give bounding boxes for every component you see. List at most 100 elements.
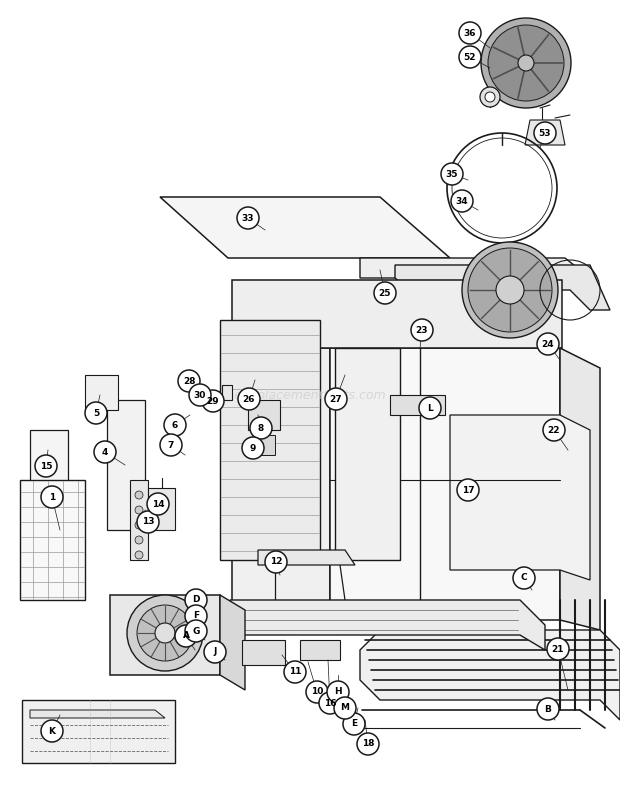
Text: 35: 35 — [446, 169, 458, 179]
Circle shape — [411, 319, 433, 341]
Circle shape — [242, 437, 264, 459]
Circle shape — [319, 692, 341, 714]
Circle shape — [441, 163, 463, 185]
Circle shape — [543, 419, 565, 441]
Text: 30: 30 — [194, 391, 206, 399]
Text: F: F — [193, 611, 199, 620]
Text: 17: 17 — [462, 486, 474, 494]
Polygon shape — [148, 488, 175, 530]
Circle shape — [137, 605, 193, 661]
Circle shape — [147, 493, 169, 515]
Text: 26: 26 — [243, 395, 255, 403]
Circle shape — [374, 282, 396, 304]
Text: 11: 11 — [289, 668, 301, 676]
Text: 13: 13 — [142, 517, 154, 527]
Text: H: H — [334, 687, 342, 697]
Polygon shape — [395, 265, 610, 310]
Text: 23: 23 — [416, 326, 428, 335]
Polygon shape — [253, 435, 275, 455]
Text: K: K — [48, 726, 56, 736]
Text: L: L — [427, 403, 433, 412]
Circle shape — [462, 242, 558, 338]
Text: 15: 15 — [40, 461, 52, 471]
Circle shape — [41, 486, 63, 508]
Circle shape — [250, 417, 272, 439]
Circle shape — [459, 46, 481, 68]
Polygon shape — [22, 700, 175, 763]
Circle shape — [237, 207, 259, 229]
Text: J: J — [213, 648, 216, 657]
Circle shape — [488, 25, 564, 101]
Text: 4: 4 — [102, 448, 108, 456]
Circle shape — [325, 388, 347, 410]
Circle shape — [185, 605, 207, 627]
Circle shape — [513, 567, 535, 589]
Circle shape — [35, 455, 57, 477]
Text: 33: 33 — [242, 214, 254, 222]
Polygon shape — [360, 630, 620, 720]
Polygon shape — [390, 395, 445, 415]
Text: B: B — [544, 705, 551, 713]
Polygon shape — [335, 348, 400, 560]
Circle shape — [94, 441, 116, 463]
Polygon shape — [248, 400, 280, 430]
Text: 7: 7 — [168, 441, 174, 449]
Circle shape — [468, 248, 552, 332]
Circle shape — [175, 625, 197, 647]
Polygon shape — [20, 480, 85, 600]
Circle shape — [204, 641, 226, 663]
Circle shape — [357, 733, 379, 755]
Polygon shape — [330, 348, 560, 620]
Circle shape — [327, 681, 349, 703]
Text: M: M — [340, 703, 350, 713]
Circle shape — [457, 479, 479, 501]
Polygon shape — [560, 348, 600, 630]
Text: 52: 52 — [464, 52, 476, 62]
Polygon shape — [220, 595, 245, 690]
Circle shape — [534, 122, 556, 144]
Polygon shape — [450, 415, 590, 580]
Text: 21: 21 — [552, 645, 564, 653]
Text: 8: 8 — [258, 423, 264, 433]
Polygon shape — [232, 280, 562, 348]
Polygon shape — [107, 400, 145, 530]
Polygon shape — [85, 375, 118, 410]
Circle shape — [135, 491, 143, 499]
Polygon shape — [220, 320, 320, 560]
Text: 6: 6 — [172, 421, 178, 430]
Text: D: D — [192, 596, 200, 604]
Text: 22: 22 — [547, 426, 560, 434]
Text: A: A — [182, 631, 190, 641]
Polygon shape — [110, 595, 220, 675]
Circle shape — [459, 22, 481, 44]
Circle shape — [135, 536, 143, 544]
Circle shape — [265, 551, 287, 573]
Text: 34: 34 — [456, 196, 468, 206]
Circle shape — [518, 55, 534, 71]
Circle shape — [537, 698, 559, 720]
Circle shape — [334, 697, 356, 719]
Circle shape — [189, 384, 211, 406]
Polygon shape — [30, 430, 68, 540]
Text: 16: 16 — [324, 698, 336, 707]
Circle shape — [41, 720, 63, 742]
Circle shape — [343, 713, 365, 735]
Text: 18: 18 — [361, 740, 374, 748]
Text: 28: 28 — [183, 377, 195, 385]
Polygon shape — [232, 348, 330, 620]
Polygon shape — [300, 640, 340, 660]
Text: 29: 29 — [206, 396, 219, 406]
Polygon shape — [258, 550, 355, 565]
Circle shape — [480, 87, 500, 107]
Circle shape — [185, 589, 207, 611]
Text: 27: 27 — [330, 395, 342, 403]
Text: 10: 10 — [311, 687, 323, 697]
Text: 36: 36 — [464, 28, 476, 37]
Text: E: E — [351, 720, 357, 729]
Circle shape — [496, 276, 524, 304]
Circle shape — [85, 402, 107, 424]
Polygon shape — [30, 710, 165, 718]
Text: eReplacementParts.com: eReplacementParts.com — [234, 388, 386, 402]
Circle shape — [485, 92, 495, 102]
Polygon shape — [222, 385, 232, 400]
